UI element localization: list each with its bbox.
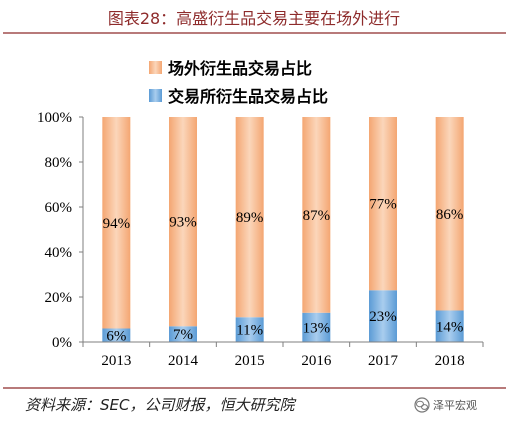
- legend-swatch-otc: [149, 61, 162, 74]
- bar-2017-series-1: [369, 117, 397, 291]
- data-label-2018-series-1: 86%: [436, 207, 464, 223]
- bar-2018-series-1: [435, 117, 464, 311]
- data-label-2013-series-1: 94%: [103, 216, 131, 232]
- y-tick-label: 40%: [45, 245, 73, 261]
- x-tick-label: 2015: [235, 353, 265, 369]
- y-tick-label: 100%: [37, 110, 72, 126]
- data-label-2017-series-1: 77%: [369, 197, 397, 213]
- bar-2018-series-0: [435, 310, 464, 342]
- data-label-2016-series-0: 13%: [303, 320, 331, 336]
- plot-area: 6% 94% 7% 93% 11% 89% 13% 87% 23% 77% 14% 86% 0% 20% 4…: [37, 110, 484, 369]
- bar-2015-series-1: [235, 117, 264, 318]
- data-label-2017-series-0: 23%: [369, 309, 397, 325]
- data-label-2016-series-1: 87%: [303, 208, 331, 224]
- x-tick-label: 2013: [101, 353, 131, 369]
- source-note: 资料来源：SEC，公司财报，恒大研究院: [25, 396, 296, 414]
- watermark: 泽平宏观: [414, 397, 477, 413]
- data-label-2014-series-1: 93%: [169, 215, 197, 231]
- bar-2013-series-1: [102, 117, 131, 329]
- wechat-icon: [414, 397, 430, 413]
- data-label-2018-series-0: 14%: [436, 319, 464, 335]
- data-labels: 6% 94% 7% 93% 11% 89% 13% 87% 23% 77% 14% 86%: [103, 197, 464, 345]
- bar-2013-series-0: [102, 328, 131, 342]
- x-tick-label: 2017: [368, 353, 399, 369]
- legend-swatch-exchange: [149, 89, 162, 102]
- bar-2015-series-0: [235, 317, 264, 342]
- axes: 0% 20% 40% 60% 80% 100% 2013 2014 2015 2016 2017 20…: [37, 110, 484, 369]
- data-label-2014-series-0: 7%: [173, 327, 193, 343]
- chart-title: 图表28：高盛衍生品交易主要在场外进行: [108, 9, 400, 28]
- x-tick-label: 2016: [301, 353, 332, 369]
- legend-label-otc: 场外衍生品交易占比: [168, 59, 312, 78]
- bar-2016-series-1: [302, 117, 331, 313]
- bar-2014-series-0: [169, 326, 197, 342]
- bar-2014-series-1: [169, 117, 197, 327]
- watermark-label: 泽平宏观: [433, 398, 477, 412]
- legend: 场外衍生品交易占比 交易所衍生品交易占比: [149, 59, 328, 106]
- data-label-2015-series-0: 11%: [236, 323, 263, 339]
- y-tick-label: 20%: [45, 290, 73, 306]
- y-tick-label: 0%: [52, 335, 72, 351]
- x-tick-label: 2018: [435, 353, 465, 369]
- bar-2016-series-0: [302, 312, 331, 342]
- bars: [102, 117, 464, 342]
- y-tick-label: 60%: [45, 200, 73, 216]
- y-tick-label: 80%: [45, 155, 73, 171]
- data-label-2013-series-0: 6%: [106, 328, 126, 344]
- legend-label-exchange: 交易所衍生品交易占比: [168, 87, 328, 106]
- x-tick-label: 2014: [168, 353, 199, 369]
- bar-2017-series-0: [369, 290, 397, 342]
- data-label-2015-series-1: 89%: [236, 210, 264, 226]
